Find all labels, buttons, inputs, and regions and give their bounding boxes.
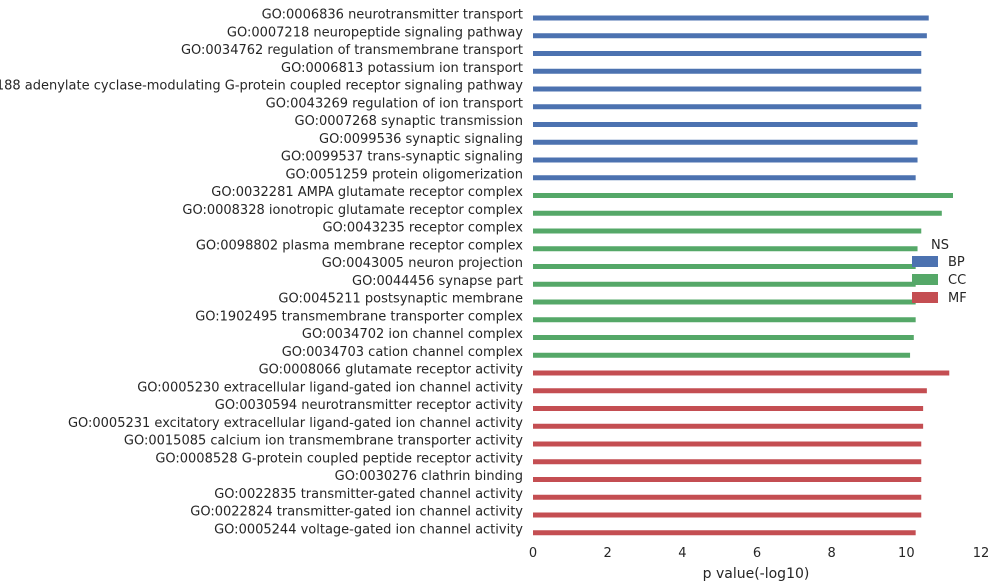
category-label: GO:0007218 neuropeptide signaling pathwa…	[227, 25, 523, 40]
category-label: GO:0034762 regulation of transmembrane t…	[181, 43, 523, 58]
category-label: GO:0030276 clathrin binding	[335, 469, 523, 484]
bar-mf	[533, 530, 916, 536]
category-label: GO:0043269 regulation of ion transport	[266, 96, 523, 111]
bar-bp	[533, 86, 922, 92]
bar-cc	[533, 335, 914, 340]
bar-bp	[533, 104, 922, 110]
category-label: GO:0007268 synaptic transmission	[295, 114, 523, 129]
bar-bp	[533, 157, 918, 163]
category-label: GO:0006836 neurotransmitter transport	[262, 8, 523, 23]
category-label: GO:0008528 G-protein coupled peptide rec…	[155, 451, 523, 466]
category-label: GO:0032281 AMPA glutamate receptor compl…	[211, 185, 523, 200]
bar-mf	[533, 477, 922, 482]
category-label: GO:1902495 transmembrane transporter com…	[195, 309, 523, 324]
legend-swatch-mf	[912, 292, 938, 303]
legend-title: NS	[931, 238, 949, 253]
category-label: GO:0022835 transmitter-gated channel act…	[214, 487, 523, 502]
bar-bp	[533, 139, 918, 145]
x-tick-label: 2	[604, 546, 612, 561]
category-label: GO:0005231 excitatory extracellular liga…	[68, 416, 523, 431]
legend: NS BP CC MF	[912, 238, 967, 306]
category-label: GO:0051259 protein oligomerization	[285, 167, 523, 182]
bar-bp	[533, 68, 922, 74]
bar-bp	[533, 33, 927, 39]
category-label: GO:0030594 neurotransmitter receptor act…	[215, 398, 524, 413]
bar-cc	[533, 228, 922, 234]
category-labels: GO:0006836 neurotransmitter transport GO:…	[0, 8, 523, 538]
category-label: GO:0015085 calcium ion transmembrane tra…	[124, 434, 523, 449]
bars-layer	[533, 15, 953, 536]
bar-cc	[533, 193, 953, 198]
legend-label-cc: CC	[948, 273, 966, 288]
bar-bp	[533, 51, 922, 56]
bar-bp	[533, 15, 929, 21]
bar-cc	[533, 352, 911, 358]
bar-mf	[533, 406, 924, 411]
legend-swatch-bp	[912, 256, 938, 267]
category-label: GO:0043235 receptor complex	[322, 221, 523, 236]
bar-cc	[533, 246, 918, 252]
x-tick-label: 10	[898, 546, 915, 561]
category-label: GO:0099537 trans-synaptic signaling	[281, 150, 523, 165]
x-axis-title: p value(-log10)	[703, 566, 810, 582]
category-label: GO:0043005 neuron projection	[322, 256, 523, 271]
bar-cc	[533, 281, 916, 287]
bar-cc	[533, 210, 942, 216]
category-label: GO:0045211 postsynaptic membrane	[278, 292, 523, 307]
category-label: GO:0005244 voltage-gated ion channel act…	[214, 522, 523, 537]
bar-cc	[533, 317, 916, 323]
category-label: GO:0008066 glutamate receptor activity	[259, 363, 524, 378]
category-label: GO:0098802 plasma membrane receptor comp…	[196, 238, 523, 253]
legend-label-bp: BP	[948, 255, 965, 270]
x-tick-label: 4	[678, 546, 686, 561]
bar-mf	[533, 423, 924, 429]
category-label: GO:0008328 ionotropic glutamate receptor…	[182, 203, 523, 218]
category-label: GO:0022824 transmitter-gated ion channel…	[190, 505, 523, 520]
bar-mf	[533, 370, 950, 376]
category-label: GO:0099536 synaptic signaling	[319, 132, 523, 147]
x-axis: 0 2 4 6 8 10 12	[529, 546, 989, 561]
x-tick-label: 6	[753, 546, 761, 561]
x-tick-label: 8	[828, 546, 836, 561]
category-label: GO:0034702 ion channel complex	[302, 327, 523, 342]
category-label: GO:0044456 synapse part	[352, 274, 523, 289]
category-label: GO:0034703 cation channel complex	[282, 345, 524, 360]
category-label: GO:0005230 extracellular ligand-gated io…	[137, 380, 523, 395]
bar-mf	[533, 512, 922, 518]
bar-mf	[533, 441, 922, 447]
bar-mf	[533, 388, 927, 394]
legend-label-mf: MF	[948, 291, 967, 306]
bar-cc	[533, 264, 916, 269]
legend-swatch-cc	[912, 274, 938, 285]
category-label: GO:0006813 potassium ion transport	[281, 61, 523, 76]
x-tick-label: 12	[973, 546, 990, 561]
x-tick-label: 0	[529, 546, 537, 561]
category-label: GO:0007188 adenylate cyclase-modulating …	[0, 79, 523, 94]
bar-mf	[533, 459, 922, 465]
bar-mf	[533, 494, 922, 500]
bar-cc	[533, 299, 916, 305]
bar-bp	[533, 175, 916, 181]
bar-bp	[533, 122, 918, 127]
